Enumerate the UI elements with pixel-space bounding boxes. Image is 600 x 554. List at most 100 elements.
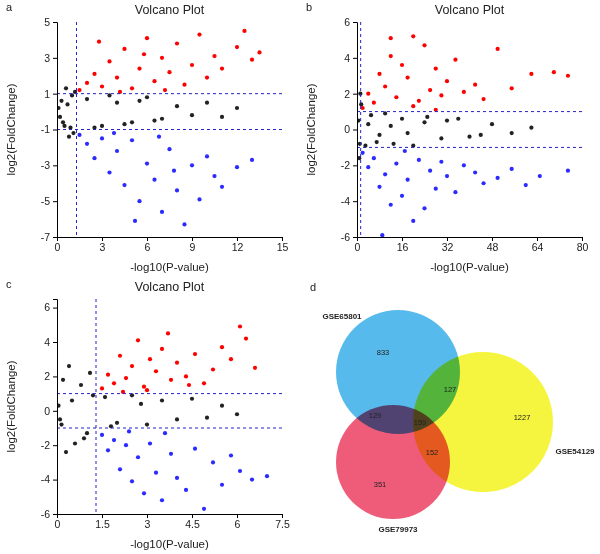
set-label: GSE65801: [322, 312, 362, 321]
point: [70, 398, 74, 402]
point: [163, 431, 167, 435]
point: [389, 203, 393, 207]
point: [439, 136, 443, 140]
point: [202, 381, 206, 385]
plot-area: 03691215-7-5-3-1135: [41, 16, 289, 254]
point: [235, 412, 239, 416]
point: [389, 124, 393, 128]
point: [187, 383, 191, 387]
point: [406, 178, 410, 182]
point: [205, 75, 209, 79]
tick-label: 12: [232, 241, 244, 253]
tick: 6: [145, 237, 151, 253]
point: [462, 163, 466, 167]
point: [160, 398, 164, 402]
y-axis-title: log2(FoldChange): [305, 83, 317, 175]
tick: 80: [577, 237, 589, 253]
tick: -7: [41, 231, 57, 243]
region-count: 152: [426, 448, 439, 457]
point: [145, 161, 149, 165]
point: [148, 357, 152, 361]
tick: 32: [442, 237, 454, 253]
series: [100, 324, 257, 394]
point: [166, 331, 170, 335]
point: [115, 75, 119, 79]
point: [428, 88, 432, 92]
tick-mark: [492, 237, 493, 241]
threshold-line: [360, 22, 361, 237]
point: [106, 373, 110, 377]
tick-label: -3: [41, 159, 50, 171]
point: [172, 169, 176, 173]
tick-label: 3: [44, 52, 50, 64]
threshold-line: [57, 93, 282, 94]
tick: 6: [44, 301, 57, 313]
point: [205, 154, 209, 158]
point: [391, 142, 395, 146]
point: [142, 52, 146, 56]
point: [389, 54, 393, 58]
tick-mark: [353, 94, 357, 95]
tick-mark: [53, 411, 57, 412]
point: [211, 367, 215, 371]
point: [64, 86, 68, 90]
tick-mark: [53, 308, 57, 309]
point: [160, 117, 164, 121]
tick-mark: [282, 514, 283, 518]
tick-label: 9: [190, 241, 196, 253]
point: [257, 50, 261, 54]
point: [211, 460, 215, 464]
series: [100, 429, 269, 511]
point: [175, 476, 179, 480]
point: [130, 364, 134, 368]
point: [358, 142, 362, 146]
tick-mark: [192, 514, 193, 518]
series: [77, 29, 261, 94]
point: [372, 101, 376, 105]
tick-label: -6: [341, 231, 350, 243]
point: [160, 347, 164, 351]
point: [205, 101, 209, 105]
tick-mark: [237, 514, 238, 518]
tick-mark: [53, 58, 57, 59]
point: [510, 131, 514, 135]
tick-label: 15: [277, 241, 289, 253]
panel: 01.534.567.5-6-4-20246Volcano Plotc-log1…: [5, 278, 290, 550]
point: [61, 378, 65, 382]
point: [148, 441, 152, 445]
tick-mark: [582, 237, 583, 241]
x-axis-title: -log10(P-value): [130, 538, 209, 550]
panel: 01632486480-6-4-20246Volcano Plotb-log10…: [305, 1, 588, 273]
point: [77, 133, 81, 137]
chart-title: Volcano Plot: [435, 3, 505, 17]
point: [160, 210, 164, 214]
chart-title: Volcano Plot: [135, 280, 205, 294]
point: [169, 452, 173, 456]
point: [538, 174, 542, 178]
tick: 1.5: [95, 514, 110, 530]
region-count: 159: [414, 418, 427, 427]
tick: 9: [190, 237, 196, 253]
point: [112, 381, 116, 385]
point: [130, 138, 134, 142]
point: [566, 74, 570, 78]
point: [411, 219, 415, 223]
axis-line: [353, 23, 358, 238]
point: [253, 366, 257, 370]
point: [130, 120, 134, 124]
point: [62, 124, 66, 128]
point: [202, 507, 206, 511]
tick: -6: [41, 508, 57, 520]
tick-label: 0: [344, 123, 350, 135]
point: [473, 170, 477, 174]
tick-label: -7: [41, 231, 50, 243]
tick: 2: [44, 370, 57, 382]
plot-area: 01632486480-6-4-20246: [341, 16, 589, 254]
point: [380, 233, 384, 237]
tick-mark: [53, 130, 57, 131]
point: [417, 99, 421, 103]
x-axis: 01.534.567.5: [55, 514, 290, 530]
tick-label: 2: [344, 88, 350, 100]
point: [453, 58, 457, 62]
point: [406, 131, 410, 135]
